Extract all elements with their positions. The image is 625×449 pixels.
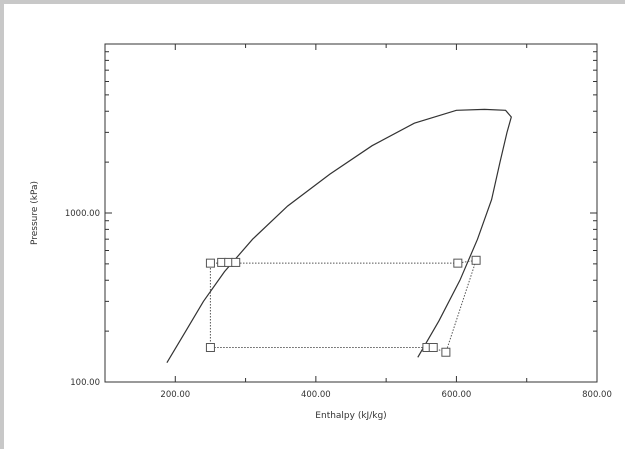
y-tick-label: 1000.00 (65, 209, 100, 219)
x-tick-label: 800.00 (582, 390, 612, 400)
x-tick-label: 200.00 (160, 390, 190, 400)
state-point-marker (471, 255, 481, 265)
state-point-marker (205, 343, 215, 353)
x-tick-label: 600.00 (442, 390, 472, 400)
x-tick-label: 400.00 (301, 390, 331, 400)
y-tick-label: 100.00 (70, 378, 100, 388)
state-point-marker (231, 257, 241, 267)
state-point-marker (441, 347, 451, 357)
state-point-marker (428, 343, 438, 353)
plot-area (104, 43, 598, 383)
state-point-marker (453, 258, 463, 268)
state-point-marker (205, 258, 215, 268)
pressure-enthalpy-chart: 200.00 400.00 600.00 800.00 100.00 1000.00 E… (30, 43, 612, 421)
x-axis-label: Enthalpy (kJ/kg) (315, 411, 386, 421)
y-axis-label: Pressure (kPa) (30, 181, 40, 245)
